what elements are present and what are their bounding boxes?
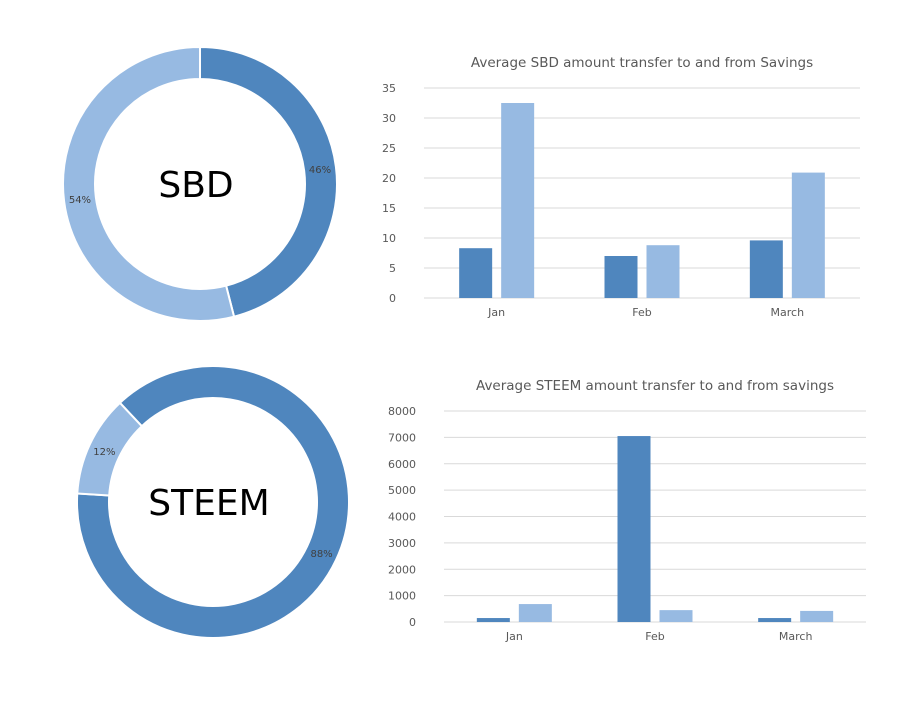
x-tick-label: Jan [487,306,505,319]
y-tick-label: 1000 [388,590,416,603]
bar [659,610,693,622]
bar [604,256,638,298]
donut-slice [62,45,236,322]
y-tick-label: 25 [382,142,396,155]
x-tick-label: Jan [505,630,523,643]
y-tick-label: 15 [382,202,396,215]
donut-center-label: SBD [158,165,233,206]
bar [617,436,651,622]
bar [518,604,552,622]
x-tick-label: Feb [645,630,664,643]
chart-title: Average SBD amount transfer to and from … [471,55,813,71]
y-tick-label: 6000 [388,458,416,471]
y-tick-label: 20 [382,172,396,185]
y-tick-label: 0 [409,616,416,629]
y-tick-label: 0 [389,292,396,305]
bar [459,248,493,298]
donut-slice [199,45,338,318]
bar [791,172,825,298]
donut-center-label: STEEM [148,483,269,524]
y-tick-label: 8000 [388,405,416,418]
bar [646,245,680,298]
bar [800,610,834,622]
y-tick-label: 4000 [388,511,416,524]
bar-chart: Average STEEM amount transfer to and fro… [388,378,866,643]
y-tick-label: 30 [382,112,396,125]
y-tick-label: 7000 [388,431,416,444]
x-tick-label: March [771,306,805,319]
slice-label: 88% [310,549,332,560]
bar [501,103,535,298]
bar [476,618,510,622]
y-tick-label: 2000 [388,563,416,576]
bar [749,240,783,298]
bar-chart: Average SBD amount transfer to and from … [382,55,860,319]
bar [758,618,792,622]
donut-slice [76,401,144,497]
y-tick-label: 10 [382,232,396,245]
y-tick-label: 3000 [388,537,416,550]
slice-label: 46% [309,165,331,176]
y-tick-label: 5 [389,262,396,275]
donut-slice [76,365,350,639]
slice-label: 12% [93,447,115,458]
chart-title: Average STEEM amount transfer to and fro… [476,378,834,394]
donut-chart-steem: 88% 12% STEEM [76,365,350,639]
x-tick-label: March [779,630,813,643]
y-tick-label: 35 [382,82,396,95]
donut-chart-sbd: 46% 54% SBD [62,45,338,322]
y-tick-label: 5000 [388,484,416,497]
slice-label: 54% [69,195,91,206]
x-tick-label: Feb [632,306,651,319]
